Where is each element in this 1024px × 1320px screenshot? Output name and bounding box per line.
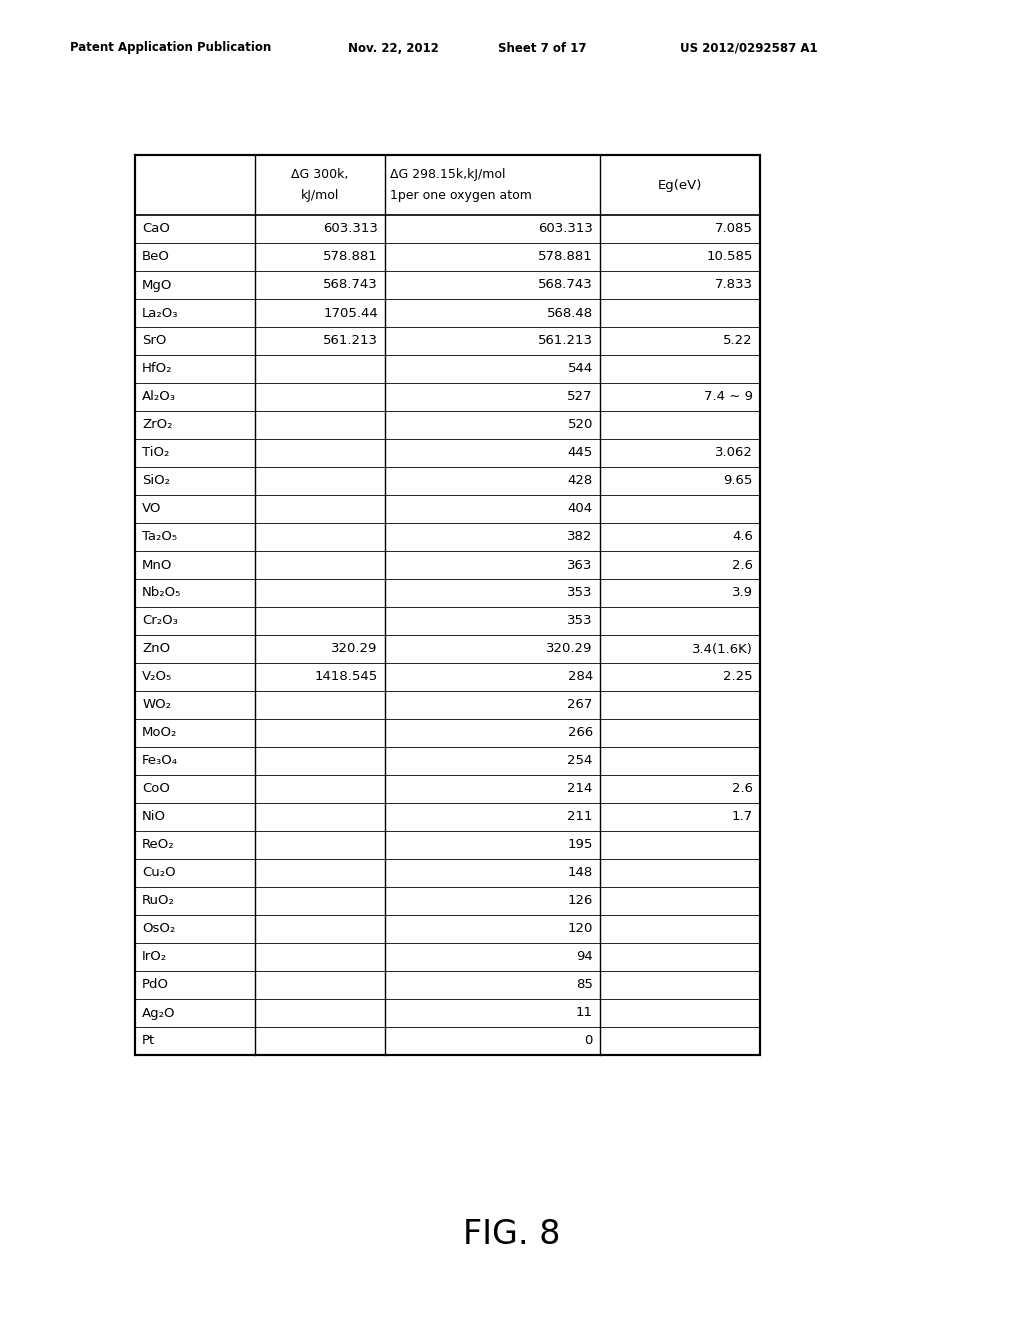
Text: 603.313: 603.313 (323, 223, 378, 235)
Text: 578.881: 578.881 (324, 251, 378, 264)
Text: ΔG 300k,: ΔG 300k, (291, 168, 349, 181)
Text: 320.29: 320.29 (547, 643, 593, 656)
Text: 320.29: 320.29 (332, 643, 378, 656)
Text: SrO: SrO (142, 334, 167, 347)
Text: Al₂O₃: Al₂O₃ (142, 391, 176, 404)
Text: 2.6: 2.6 (732, 558, 753, 572)
Text: 3.062: 3.062 (715, 446, 753, 459)
Text: 120: 120 (567, 923, 593, 936)
Text: 1705.44: 1705.44 (324, 306, 378, 319)
Text: OsO₂: OsO₂ (142, 923, 175, 936)
Text: 126: 126 (567, 895, 593, 908)
Text: BeO: BeO (142, 251, 170, 264)
Text: 266: 266 (567, 726, 593, 739)
Text: US 2012/0292587 A1: US 2012/0292587 A1 (680, 41, 817, 54)
Text: Fe₃O₄: Fe₃O₄ (142, 755, 178, 767)
Text: 561.213: 561.213 (538, 334, 593, 347)
Text: CaO: CaO (142, 223, 170, 235)
Text: MgO: MgO (142, 279, 172, 292)
Text: FIG. 8: FIG. 8 (463, 1218, 561, 1251)
Text: 544: 544 (567, 363, 593, 375)
Text: V₂O₅: V₂O₅ (142, 671, 172, 684)
Text: 561.213: 561.213 (323, 334, 378, 347)
Text: ZnO: ZnO (142, 643, 170, 656)
Text: 428: 428 (567, 474, 593, 487)
Text: 603.313: 603.313 (538, 223, 593, 235)
Text: La₂O₃: La₂O₃ (142, 306, 178, 319)
Text: 148: 148 (567, 866, 593, 879)
Text: MoO₂: MoO₂ (142, 726, 177, 739)
Text: Pt: Pt (142, 1035, 156, 1048)
Text: 94: 94 (577, 950, 593, 964)
Text: HfO₂: HfO₂ (142, 363, 173, 375)
Text: RuO₂: RuO₂ (142, 895, 175, 908)
Text: 1.7: 1.7 (732, 810, 753, 824)
Text: 2.6: 2.6 (732, 783, 753, 796)
Text: 568.743: 568.743 (324, 279, 378, 292)
Text: Cu₂O: Cu₂O (142, 866, 176, 879)
Text: 527: 527 (567, 391, 593, 404)
Text: 404: 404 (567, 503, 593, 516)
Text: Ag₂O: Ag₂O (142, 1007, 176, 1019)
Text: Ta₂O₅: Ta₂O₅ (142, 531, 177, 544)
Text: 3.4(1.6K): 3.4(1.6K) (692, 643, 753, 656)
Text: 2.25: 2.25 (723, 671, 753, 684)
Text: Eg(eV): Eg(eV) (657, 178, 702, 191)
Text: 10.585: 10.585 (707, 251, 753, 264)
Text: 3.9: 3.9 (732, 586, 753, 599)
Text: 568.743: 568.743 (538, 279, 593, 292)
Text: 363: 363 (567, 558, 593, 572)
Text: WO₂: WO₂ (142, 698, 171, 711)
Text: Patent Application Publication: Patent Application Publication (70, 41, 271, 54)
Text: 568.48: 568.48 (547, 306, 593, 319)
Text: 5.22: 5.22 (723, 334, 753, 347)
Text: 267: 267 (567, 698, 593, 711)
Text: 214: 214 (567, 783, 593, 796)
Text: 4.6: 4.6 (732, 531, 753, 544)
Text: 353: 353 (567, 615, 593, 627)
Text: 254: 254 (567, 755, 593, 767)
Text: 11: 11 (575, 1007, 593, 1019)
Text: 0: 0 (585, 1035, 593, 1048)
Text: MnO: MnO (142, 558, 172, 572)
Text: 578.881: 578.881 (538, 251, 593, 264)
Text: Sheet 7 of 17: Sheet 7 of 17 (498, 41, 587, 54)
Text: SiO₂: SiO₂ (142, 474, 170, 487)
Text: 7.833: 7.833 (715, 279, 753, 292)
Text: 195: 195 (567, 838, 593, 851)
Text: IrO₂: IrO₂ (142, 950, 167, 964)
Text: 85: 85 (575, 978, 593, 991)
Text: kJ/mol: kJ/mol (301, 189, 339, 202)
Text: ReO₂: ReO₂ (142, 838, 175, 851)
Text: CoO: CoO (142, 783, 170, 796)
Text: NiO: NiO (142, 810, 166, 824)
Text: 284: 284 (567, 671, 593, 684)
Text: Nov. 22, 2012: Nov. 22, 2012 (348, 41, 439, 54)
Text: 353: 353 (567, 586, 593, 599)
Text: 211: 211 (567, 810, 593, 824)
Text: 7.4 ∼ 9: 7.4 ∼ 9 (703, 391, 753, 404)
Text: TiO₂: TiO₂ (142, 446, 170, 459)
Text: 445: 445 (567, 446, 593, 459)
Text: VO: VO (142, 503, 162, 516)
Text: 1418.545: 1418.545 (314, 671, 378, 684)
Text: PdO: PdO (142, 978, 169, 991)
Text: Nb₂O₅: Nb₂O₅ (142, 586, 181, 599)
Text: 520: 520 (567, 418, 593, 432)
Text: 1per one oxygen atom: 1per one oxygen atom (390, 189, 532, 202)
Text: 9.65: 9.65 (724, 474, 753, 487)
Text: ΔG 298.15k,kJ/mol: ΔG 298.15k,kJ/mol (390, 168, 506, 181)
Text: 382: 382 (567, 531, 593, 544)
Text: Cr₂O₃: Cr₂O₃ (142, 615, 178, 627)
Text: ZrO₂: ZrO₂ (142, 418, 173, 432)
Text: 7.085: 7.085 (715, 223, 753, 235)
